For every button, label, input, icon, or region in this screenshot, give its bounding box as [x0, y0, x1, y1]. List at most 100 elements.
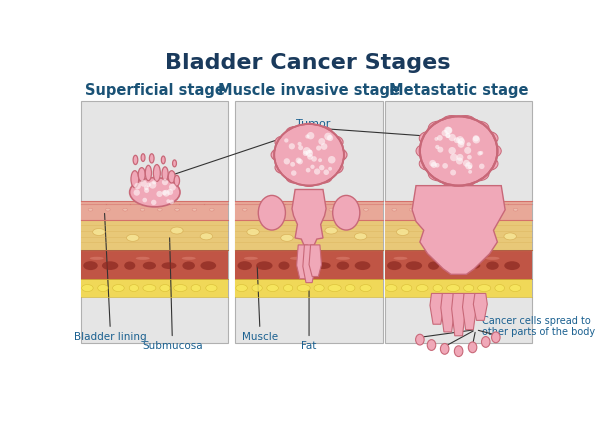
Ellipse shape [106, 208, 110, 211]
Ellipse shape [419, 157, 439, 170]
Ellipse shape [275, 136, 292, 148]
Ellipse shape [167, 189, 173, 195]
Bar [235, 250, 383, 279]
Ellipse shape [295, 208, 299, 211]
Bar [235, 279, 383, 297]
Ellipse shape [464, 285, 474, 292]
Ellipse shape [456, 136, 464, 144]
Ellipse shape [330, 149, 347, 161]
Ellipse shape [458, 138, 465, 145]
Ellipse shape [310, 165, 314, 169]
Ellipse shape [90, 257, 104, 260]
Ellipse shape [448, 134, 456, 141]
Ellipse shape [315, 171, 332, 183]
Ellipse shape [136, 257, 149, 260]
Ellipse shape [469, 342, 477, 353]
Ellipse shape [324, 133, 332, 140]
Ellipse shape [192, 208, 197, 211]
Ellipse shape [140, 208, 145, 211]
Ellipse shape [320, 143, 328, 150]
Ellipse shape [428, 262, 439, 270]
Ellipse shape [305, 150, 313, 157]
Ellipse shape [297, 262, 310, 270]
Ellipse shape [445, 127, 452, 134]
Ellipse shape [454, 137, 460, 143]
Ellipse shape [464, 147, 471, 154]
Ellipse shape [284, 158, 290, 165]
Ellipse shape [296, 158, 301, 163]
Ellipse shape [144, 188, 149, 193]
Ellipse shape [102, 261, 118, 270]
Bar [81, 250, 229, 279]
Ellipse shape [301, 174, 317, 187]
Ellipse shape [162, 167, 168, 181]
Ellipse shape [478, 131, 498, 145]
Ellipse shape [154, 165, 160, 181]
Bar [235, 201, 383, 220]
Text: Fat: Fat [301, 291, 317, 351]
Ellipse shape [440, 257, 454, 260]
Polygon shape [430, 293, 444, 324]
Ellipse shape [478, 157, 498, 170]
Ellipse shape [290, 162, 295, 167]
Ellipse shape [445, 133, 450, 138]
Ellipse shape [149, 154, 154, 163]
Ellipse shape [485, 257, 500, 260]
Bar [81, 220, 229, 250]
Ellipse shape [163, 190, 170, 197]
Ellipse shape [297, 159, 303, 165]
Ellipse shape [463, 160, 470, 167]
Ellipse shape [468, 170, 472, 174]
Ellipse shape [437, 147, 443, 153]
Ellipse shape [314, 285, 324, 292]
Ellipse shape [509, 285, 521, 292]
Ellipse shape [174, 175, 179, 186]
Ellipse shape [160, 285, 170, 292]
Ellipse shape [83, 261, 98, 270]
Ellipse shape [277, 208, 281, 211]
Ellipse shape [481, 144, 501, 158]
Ellipse shape [434, 137, 439, 141]
Text: Submucosa: Submucosa [142, 238, 203, 351]
Ellipse shape [446, 285, 460, 292]
Ellipse shape [152, 180, 157, 184]
Ellipse shape [458, 141, 464, 148]
Bar [235, 220, 383, 250]
Ellipse shape [495, 285, 505, 292]
Ellipse shape [290, 257, 304, 260]
Ellipse shape [319, 165, 325, 170]
Ellipse shape [472, 136, 480, 143]
Ellipse shape [175, 208, 179, 211]
Ellipse shape [142, 198, 147, 202]
Ellipse shape [303, 147, 311, 155]
Ellipse shape [457, 154, 463, 161]
Ellipse shape [479, 164, 485, 169]
Ellipse shape [133, 155, 138, 165]
Ellipse shape [456, 173, 476, 187]
Ellipse shape [360, 285, 371, 292]
Ellipse shape [394, 257, 407, 260]
Ellipse shape [200, 233, 212, 240]
Ellipse shape [444, 126, 452, 134]
Ellipse shape [461, 208, 466, 211]
Text: Metastatic stage: Metastatic stage [389, 84, 529, 98]
Ellipse shape [275, 162, 292, 174]
Ellipse shape [206, 285, 217, 292]
Ellipse shape [316, 262, 331, 269]
Ellipse shape [311, 208, 316, 211]
Ellipse shape [169, 200, 174, 204]
Ellipse shape [281, 234, 293, 241]
Ellipse shape [318, 158, 322, 162]
Ellipse shape [428, 121, 448, 135]
Ellipse shape [283, 285, 293, 292]
Ellipse shape [332, 195, 360, 230]
Ellipse shape [238, 261, 252, 270]
Ellipse shape [297, 285, 310, 292]
Ellipse shape [182, 257, 196, 260]
Ellipse shape [209, 208, 214, 211]
Ellipse shape [466, 262, 480, 269]
Ellipse shape [491, 332, 500, 343]
Text: Superficial stage: Superficial stage [85, 84, 225, 98]
Ellipse shape [456, 157, 463, 165]
Ellipse shape [427, 208, 431, 211]
